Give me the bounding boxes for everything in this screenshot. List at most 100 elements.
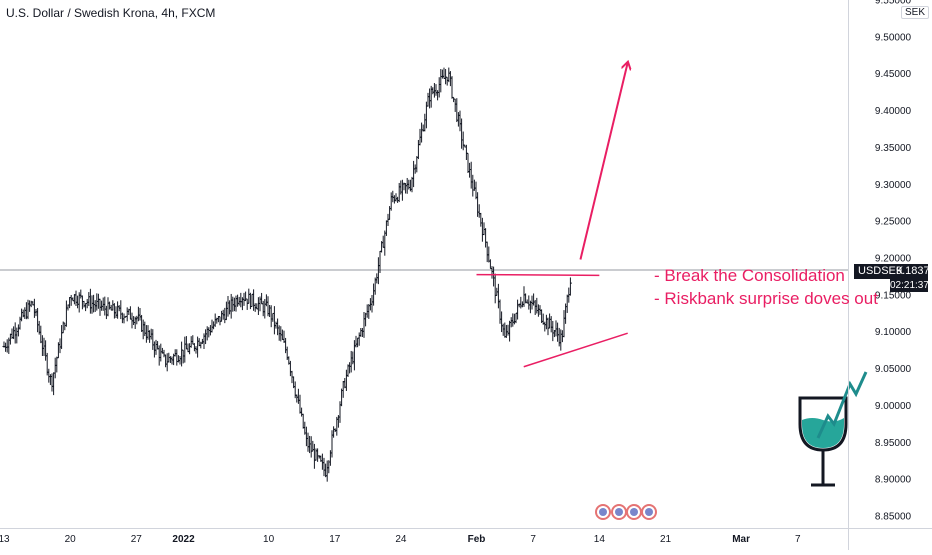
ohlc-bar[interactable] — [80, 295, 84, 310]
ohlc-bar[interactable] — [282, 330, 286, 343]
ohlc-bar[interactable] — [453, 98, 457, 112]
ohlc-bar[interactable] — [447, 67, 451, 83]
ohlc-bar[interactable] — [437, 77, 441, 98]
ohlc-bar[interactable] — [519, 296, 523, 309]
ohlc-bar[interactable] — [114, 306, 118, 318]
ohlc-bar[interactable] — [116, 301, 120, 319]
ohlc-bar[interactable] — [50, 373, 54, 392]
ohlc-bar[interactable] — [469, 161, 473, 189]
ohlc-bar[interactable] — [194, 346, 198, 354]
ohlc-bar[interactable] — [92, 294, 96, 313]
ohlc-bar[interactable] — [272, 306, 276, 335]
ohlc-bar[interactable] — [461, 131, 465, 151]
ohlc-bar[interactable] — [213, 313, 217, 327]
ohlc-bar[interactable] — [69, 294, 73, 306]
ohlc-bar[interactable] — [423, 113, 427, 132]
ohlc-bar[interactable] — [434, 84, 438, 96]
ohlc-bar[interactable] — [568, 277, 572, 296]
ohlc-bar[interactable] — [23, 307, 27, 319]
ohlc-bar[interactable] — [301, 413, 305, 429]
ohlc-bar[interactable] — [376, 257, 380, 285]
ohlc-bar[interactable] — [455, 98, 459, 123]
axis-currency-label[interactable]: SEK — [901, 6, 930, 19]
ohlc-bar[interactable] — [396, 196, 400, 203]
ohlc-bar[interactable] — [157, 345, 161, 366]
ohlc-bar[interactable] — [557, 327, 561, 347]
ohlc-bar[interactable] — [381, 235, 385, 248]
ohlc-bar[interactable] — [503, 322, 507, 338]
ohlc-bar[interactable] — [394, 193, 398, 202]
symbol-title[interactable]: U.S. Dollar / Swedish Krona, 4h, FXCM — [6, 6, 216, 20]
ohlc-bar[interactable] — [135, 315, 139, 325]
ohlc-bar[interactable] — [413, 164, 417, 174]
ohlc-bar[interactable] — [565, 294, 569, 313]
ohlc-bar[interactable] — [384, 220, 388, 236]
ohlc-bar[interactable] — [68, 297, 72, 309]
ohlc-bar[interactable] — [79, 289, 83, 299]
ohlc-bar[interactable] — [168, 356, 172, 363]
ohlc-bar[interactable] — [284, 337, 288, 354]
ohlc-bar[interactable] — [386, 213, 390, 227]
ohlc-bar[interactable] — [175, 349, 179, 366]
ohlc-bar[interactable] — [232, 297, 236, 312]
ohlc-bar[interactable] — [477, 204, 481, 218]
ohlc-bar[interactable] — [144, 325, 148, 343]
ohlc-bar[interactable] — [109, 304, 113, 311]
ohlc-bar[interactable] — [456, 112, 460, 127]
ohlc-bar[interactable] — [236, 294, 240, 307]
ohlc-bar[interactable] — [511, 313, 515, 327]
ohlc-bar[interactable] — [448, 71, 452, 87]
ohlc-bar[interactable] — [85, 298, 89, 309]
ohlc-bar[interactable] — [439, 69, 443, 93]
ohlc-bar[interactable] — [125, 307, 129, 322]
ohlc-bar[interactable] — [445, 76, 449, 86]
ohlc-bar[interactable] — [391, 190, 395, 203]
ohlc-bar[interactable] — [375, 273, 379, 284]
ohlc-bar[interactable] — [268, 304, 272, 318]
ohlc-bar[interactable] — [119, 300, 123, 320]
ohlc-bar[interactable] — [392, 195, 396, 204]
ohlc-bar[interactable] — [300, 407, 304, 417]
ohlc-bar[interactable] — [170, 356, 174, 365]
ohlc-bar[interactable] — [556, 322, 560, 342]
annotation-break-consolidation[interactable]: - Break the Consolidation — [654, 266, 845, 285]
ohlc-bar[interactable] — [141, 319, 145, 340]
ohlc-bar[interactable] — [359, 328, 363, 337]
ohlc-bar[interactable] — [352, 340, 356, 371]
ohlc-bar[interactable] — [250, 293, 254, 308]
ohlc-bar[interactable] — [271, 312, 275, 322]
ohlc-bar[interactable] — [20, 308, 24, 322]
ohlc-bar[interactable] — [28, 300, 32, 312]
ohlc-bar[interactable] — [42, 337, 46, 357]
ohlc-bar[interactable] — [372, 283, 376, 306]
ohlc-bar[interactable] — [493, 273, 497, 304]
ohlc-bar[interactable] — [546, 317, 550, 336]
ohlc-bar[interactable] — [405, 177, 409, 194]
ohlc-bar[interactable] — [180, 341, 184, 367]
ohlc-bar[interactable] — [340, 388, 344, 407]
ohlc-bar[interactable] — [264, 294, 268, 307]
ohlc-bar[interactable] — [276, 318, 280, 336]
ohlc-bar[interactable] — [514, 312, 518, 324]
ohlc-bar[interactable] — [444, 69, 448, 85]
ohlc-bar[interactable] — [184, 336, 188, 350]
ohlc-bar[interactable] — [487, 246, 491, 263]
ohlc-bar[interactable] — [325, 460, 329, 482]
ohlc-bar[interactable] — [364, 312, 368, 327]
ohlc-bar[interactable] — [279, 326, 283, 342]
ohlc-bar[interactable] — [220, 310, 224, 322]
ohlc-bar[interactable] — [173, 349, 177, 357]
ohlc-bar[interactable] — [416, 139, 420, 160]
ohlc-bar[interactable] — [122, 313, 126, 324]
ohlc-bar[interactable] — [298, 394, 302, 414]
ohlc-bar[interactable] — [181, 349, 185, 364]
ohlc-bar[interactable] — [229, 293, 233, 319]
ohlc-bar[interactable] — [178, 355, 182, 365]
ohlc-bar[interactable] — [351, 351, 355, 365]
ohlc-bar[interactable] — [488, 259, 492, 270]
event-flag-icon[interactable] — [611, 504, 627, 520]
ohlc-bar[interactable] — [88, 288, 92, 314]
ohlc-bar[interactable] — [72, 294, 76, 305]
ohlc-bar[interactable] — [309, 436, 313, 458]
